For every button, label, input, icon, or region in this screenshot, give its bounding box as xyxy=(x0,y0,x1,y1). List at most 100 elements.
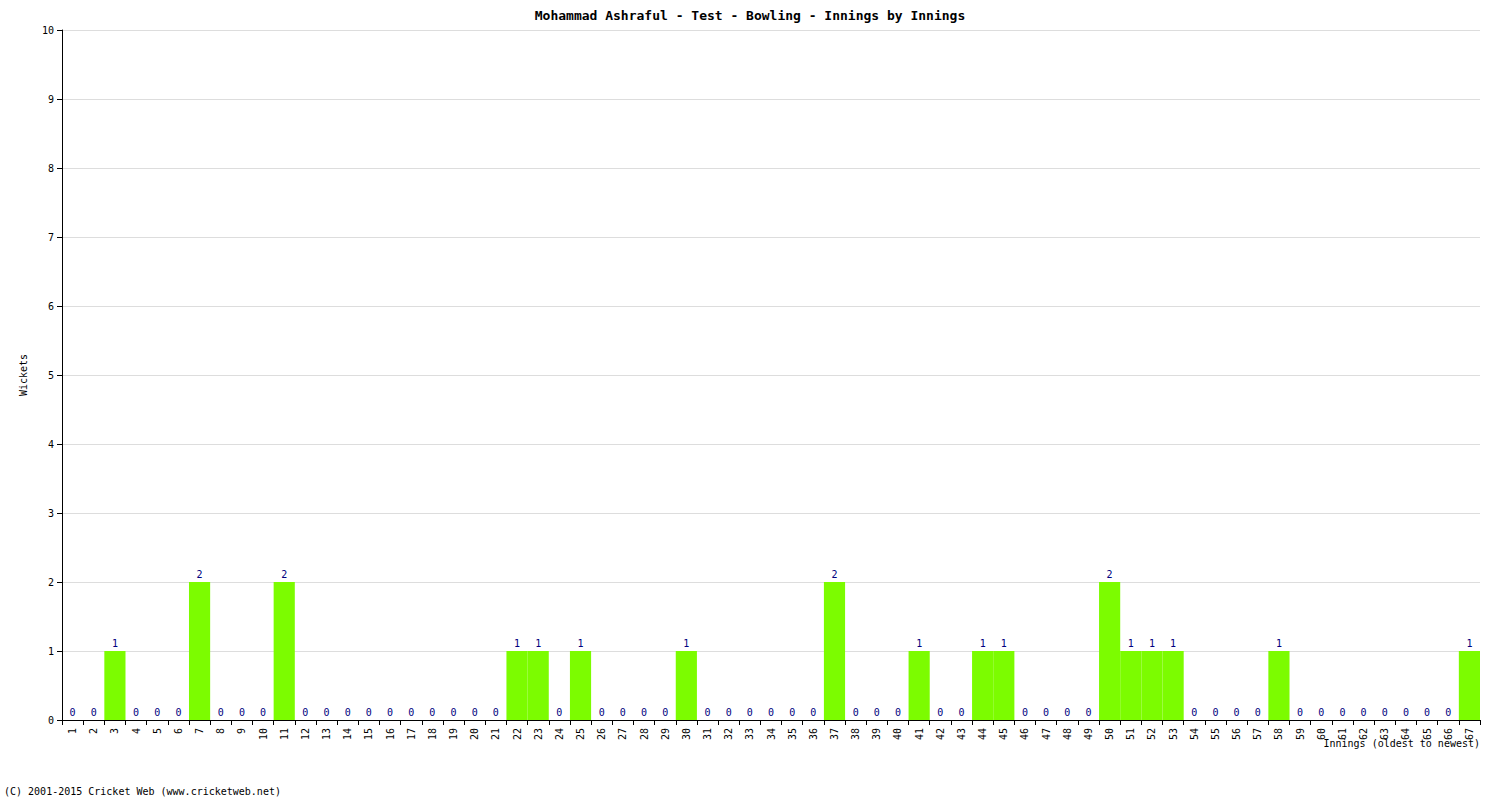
svg-text:0: 0 xyxy=(1212,707,1218,718)
svg-text:0: 0 xyxy=(133,707,139,718)
svg-text:1: 1 xyxy=(916,638,922,649)
svg-text:0: 0 xyxy=(1234,707,1240,718)
svg-text:0: 0 xyxy=(1424,707,1430,718)
svg-text:0: 0 xyxy=(747,707,753,718)
svg-text:29: 29 xyxy=(660,728,671,740)
svg-text:0: 0 xyxy=(175,707,181,718)
svg-text:27: 27 xyxy=(617,728,628,740)
svg-text:25: 25 xyxy=(575,728,586,740)
svg-text:0: 0 xyxy=(218,707,224,718)
svg-text:0: 0 xyxy=(91,707,97,718)
svg-text:64: 64 xyxy=(1400,728,1411,740)
svg-text:60: 60 xyxy=(1316,728,1327,740)
svg-text:12: 12 xyxy=(300,728,311,740)
svg-text:48: 48 xyxy=(1062,728,1073,740)
svg-text:1: 1 xyxy=(980,638,986,649)
svg-text:0: 0 xyxy=(239,707,245,718)
svg-text:0: 0 xyxy=(429,707,435,718)
svg-text:1: 1 xyxy=(67,728,78,734)
svg-text:44: 44 xyxy=(977,728,988,740)
svg-text:20: 20 xyxy=(469,728,480,740)
svg-text:2: 2 xyxy=(281,569,287,580)
svg-text:4: 4 xyxy=(131,728,142,734)
svg-text:10: 10 xyxy=(258,728,269,740)
svg-text:0: 0 xyxy=(1043,707,1049,718)
svg-text:2: 2 xyxy=(831,569,837,580)
svg-text:32: 32 xyxy=(723,728,734,740)
svg-text:0: 0 xyxy=(874,707,880,718)
svg-text:18: 18 xyxy=(427,728,438,740)
svg-text:0: 0 xyxy=(810,707,816,718)
svg-text:31: 31 xyxy=(702,728,713,740)
svg-text:0: 0 xyxy=(70,707,76,718)
svg-text:45: 45 xyxy=(998,728,1009,740)
svg-text:0: 0 xyxy=(704,707,710,718)
svg-text:1: 1 xyxy=(683,638,689,649)
svg-text:0: 0 xyxy=(789,707,795,718)
svg-text:0: 0 xyxy=(1064,707,1070,718)
svg-text:0: 0 xyxy=(662,707,668,718)
svg-text:55: 55 xyxy=(1210,728,1221,740)
svg-text:51: 51 xyxy=(1125,728,1136,740)
svg-text:6: 6 xyxy=(173,728,184,734)
svg-text:26: 26 xyxy=(596,728,607,740)
svg-text:16: 16 xyxy=(385,728,396,740)
svg-text:0: 0 xyxy=(1339,707,1345,718)
svg-text:0: 0 xyxy=(1191,707,1197,718)
svg-text:1: 1 xyxy=(578,638,584,649)
svg-text:62: 62 xyxy=(1358,728,1369,740)
svg-text:Mohammad Ashraful - Test - Bow: Mohammad Ashraful - Test - Bowling - Inn… xyxy=(535,8,965,23)
svg-text:1: 1 xyxy=(1466,638,1472,649)
svg-text:0: 0 xyxy=(768,707,774,718)
svg-text:0: 0 xyxy=(1022,707,1028,718)
svg-text:21: 21 xyxy=(490,728,501,740)
svg-text:1: 1 xyxy=(112,638,118,649)
svg-text:0: 0 xyxy=(1361,707,1367,718)
svg-text:37: 37 xyxy=(829,728,840,740)
svg-text:Wickets: Wickets xyxy=(18,354,29,396)
svg-text:22: 22 xyxy=(512,728,523,740)
svg-text:6: 6 xyxy=(48,301,54,312)
svg-text:1: 1 xyxy=(1001,638,1007,649)
svg-text:5: 5 xyxy=(48,370,54,381)
svg-text:46: 46 xyxy=(1019,728,1030,740)
svg-text:49: 49 xyxy=(1083,728,1094,740)
svg-text:58: 58 xyxy=(1273,728,1284,740)
svg-text:2: 2 xyxy=(197,569,203,580)
svg-text:0: 0 xyxy=(1318,707,1324,718)
svg-text:0: 0 xyxy=(387,707,393,718)
svg-text:7: 7 xyxy=(194,728,205,734)
svg-text:11: 11 xyxy=(279,728,290,740)
svg-text:66: 66 xyxy=(1443,728,1454,740)
svg-text:30: 30 xyxy=(681,728,692,740)
svg-text:0: 0 xyxy=(260,707,266,718)
svg-text:52: 52 xyxy=(1146,728,1157,740)
svg-text:0: 0 xyxy=(726,707,732,718)
svg-text:0: 0 xyxy=(1382,707,1388,718)
svg-text:61: 61 xyxy=(1337,728,1348,740)
svg-text:0: 0 xyxy=(451,707,457,718)
svg-text:14: 14 xyxy=(342,728,353,740)
svg-text:50: 50 xyxy=(1104,728,1115,740)
svg-text:0: 0 xyxy=(958,707,964,718)
svg-text:7: 7 xyxy=(48,232,54,243)
svg-text:8: 8 xyxy=(48,163,54,174)
svg-text:1: 1 xyxy=(1170,638,1176,649)
svg-text:54: 54 xyxy=(1189,728,1200,740)
svg-text:42: 42 xyxy=(935,728,946,740)
svg-text:0: 0 xyxy=(345,707,351,718)
svg-text:0: 0 xyxy=(408,707,414,718)
svg-text:0: 0 xyxy=(302,707,308,718)
svg-text:56: 56 xyxy=(1231,728,1242,740)
svg-text:63: 63 xyxy=(1379,728,1390,740)
svg-text:0: 0 xyxy=(472,707,478,718)
svg-text:17: 17 xyxy=(406,728,417,740)
svg-text:0: 0 xyxy=(556,707,562,718)
svg-text:28: 28 xyxy=(639,728,650,740)
svg-text:33: 33 xyxy=(744,728,755,740)
svg-text:0: 0 xyxy=(324,707,330,718)
svg-text:1: 1 xyxy=(514,638,520,649)
svg-text:1: 1 xyxy=(535,638,541,649)
svg-text:43: 43 xyxy=(956,728,967,740)
svg-text:0: 0 xyxy=(641,707,647,718)
